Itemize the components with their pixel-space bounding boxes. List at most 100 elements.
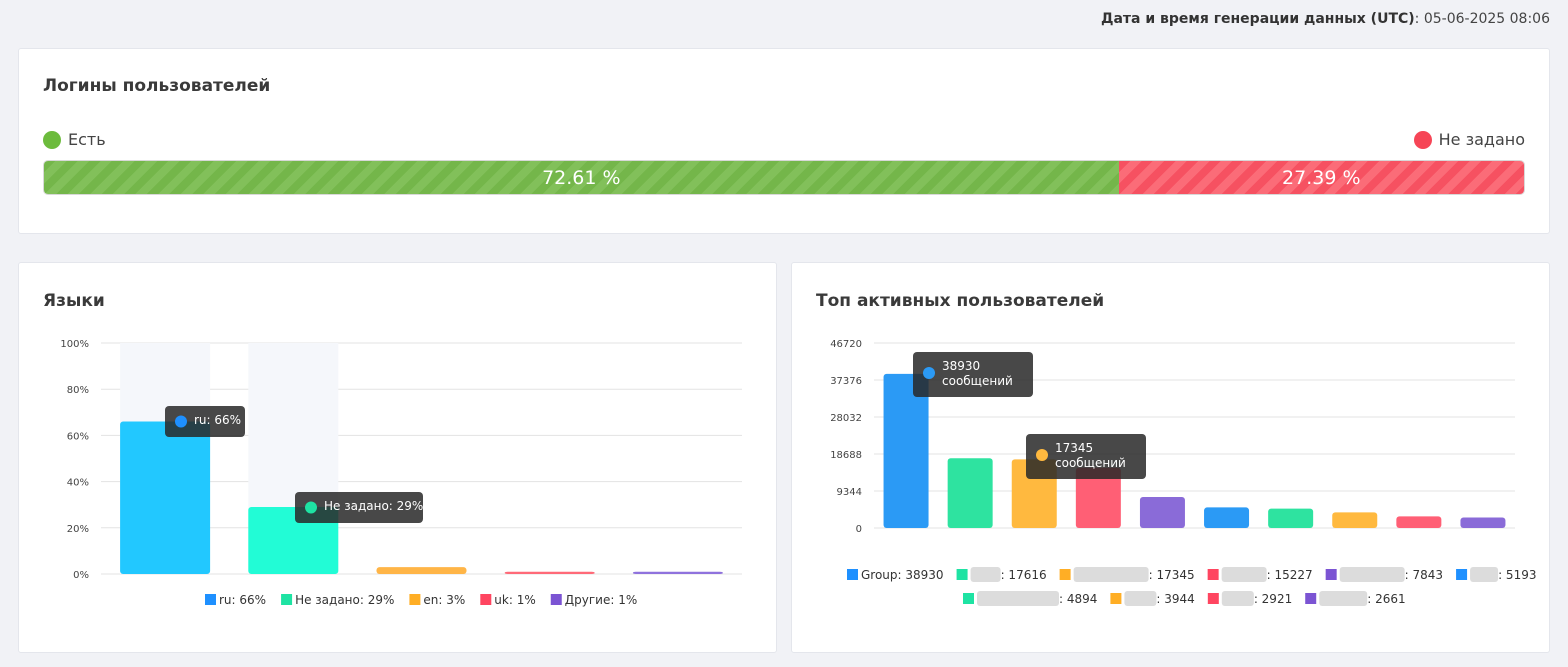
y-tick-label: 20% [67,524,89,535]
legend-marker [847,569,858,580]
generation-datetime-value: : 05-06-2025 08:06 [1414,11,1550,27]
logins-stacked-bar: 72.61 % 27.39 % [43,160,1525,195]
bar[interactable] [504,571,595,574]
legend-marker [956,569,968,580]
top-users-chart: 0 9344 18688 28032 37376 46720 Group: 38930: 1… [830,339,1536,606]
languages-card: Языки 0% 20% 40% 60% 80% 100% ru: 66% Не задано… [18,262,777,653]
bar[interactable] [1332,512,1378,528]
y-tick-label: 40% [67,478,89,489]
legend-marker [1059,569,1071,580]
bar[interactable] [1075,467,1121,528]
y-tick-label: 28032 [830,413,862,424]
languages-chart: 0% 20% 40% 60% 80% 100% ru: 66% Не задано: 29% e… [60,339,742,607]
languages-title: Языки [43,291,105,311]
logins-no-percent: 27.39 % [1282,166,1361,189]
redacted-name [1124,591,1157,606]
generation-datetime: Дата и время генерации данных (UTC): 05-… [1101,11,1550,27]
y-tick-label: 60% [67,431,89,442]
tooltip-dot-icon [305,501,317,514]
bar[interactable] [376,567,467,574]
top-users-card: Топ активных пользователей 0 9344 18688 280… [791,262,1550,653]
legend-yes-label: Есть [68,130,106,149]
legend-marker [281,594,293,605]
tooltip-text: 17345 [1055,441,1093,455]
legend-marker [550,594,562,605]
y-tick-label: 18688 [830,450,862,461]
legend-item[interactable]: : 17616 [1001,568,1047,582]
top-users-legend-row1: Group: 38930 : 17616 : 17345 : 15227 : 7843:… [847,567,1536,582]
tooltip-text: сообщений [1055,456,1126,470]
redacted-name [1221,567,1267,582]
y-tick-label: 100% [60,339,89,350]
legend-item[interactable]: : 2661 [1367,592,1405,606]
legend-item[interactable]: Другие: 1% [565,593,637,607]
bar[interactable] [248,507,339,574]
redacted-name [1221,591,1254,606]
legend-item[interactable]: Group: 38930 [861,568,944,582]
logins-yes-segment[interactable]: 72.61 % [44,161,1119,194]
generation-datetime-label: Дата и время генерации данных (UTC) [1100,11,1415,27]
legend-marker [963,593,974,604]
tooltip-text: 38930 [942,359,980,373]
tooltip-text: Не задано: 29% [324,499,423,513]
logins-title: Логины пользователей [43,76,271,96]
legend-item[interactable]: : 15227 [1267,568,1313,582]
redacted-name [1339,567,1405,582]
bar[interactable] [120,421,211,574]
bar[interactable] [883,373,929,528]
legend-marker [1325,569,1337,580]
legend-no-dot-icon [1413,130,1432,149]
bar[interactable] [1139,496,1185,528]
tooltip [295,492,423,523]
redacted-name [1470,567,1499,582]
bar[interactable] [947,458,993,528]
legend-yes[interactable]: Есть [43,130,106,149]
legend-item[interactable]: uk: 1% [494,593,535,607]
languages-legend: ru: 66% Не задано: 29% en: 3% uk: 1% Другие:… [205,593,637,607]
legend-marker [480,594,492,605]
y-tick-label: 80% [67,385,89,396]
tooltip-text: ru: 66% [194,413,241,427]
legend-item[interactable]: : 17345 [1149,568,1195,582]
tooltip [913,352,1033,397]
y-tick-label: 46720 [830,339,862,350]
y-tick-label: 0 [856,524,862,535]
bar[interactable] [1460,517,1506,528]
bar[interactable] [1268,508,1314,528]
tooltip-text: сообщений [942,374,1013,388]
legend-no[interactable]: Не задано [1413,130,1525,149]
redacted-name [1073,567,1149,582]
logins-card: Логины пользователей Есть Не задано 72.6… [18,48,1550,234]
y-tick-label: 0% [73,570,89,581]
redacted-name [970,567,1001,582]
redacted-name [977,591,1059,606]
redacted-name [1319,591,1368,606]
top-users-title: Топ активных пользователей [816,291,1105,311]
legend-marker [205,594,216,605]
tooltip-dot-icon [175,415,187,428]
legend-item[interactable]: en: 3% [423,593,465,607]
legend-item[interactable]: Не задано: 29% [295,593,394,607]
bar[interactable] [632,571,723,574]
legend-marker [1207,593,1219,604]
legend-no-label: Не задано [1438,130,1525,149]
bar[interactable] [1204,507,1250,528]
bar[interactable] [1396,516,1442,528]
logins-no-segment[interactable]: 27.39 % [1118,161,1524,194]
legend-yes-dot-icon [43,130,61,149]
tooltip [1026,434,1146,479]
legend-marker [1456,569,1468,580]
legend-marker [1305,593,1317,604]
logins-yes-percent: 72.61 % [542,166,621,189]
legend-item[interactable]: : 5193 [1498,568,1536,582]
legend-marker [1110,593,1122,604]
legend-marker [1207,569,1219,580]
legend-item[interactable]: : 2921 [1254,592,1292,606]
tooltip [165,406,245,437]
y-tick-label: 9344 [837,487,862,498]
legend-item[interactable]: ru: 66% [219,593,266,607]
legend-item[interactable]: : 7843 [1405,568,1443,582]
legend-item[interactable]: : 3944 [1156,592,1194,606]
legend-item[interactable]: : 4894 [1059,592,1097,606]
tooltip-dot-icon [1036,449,1048,461]
